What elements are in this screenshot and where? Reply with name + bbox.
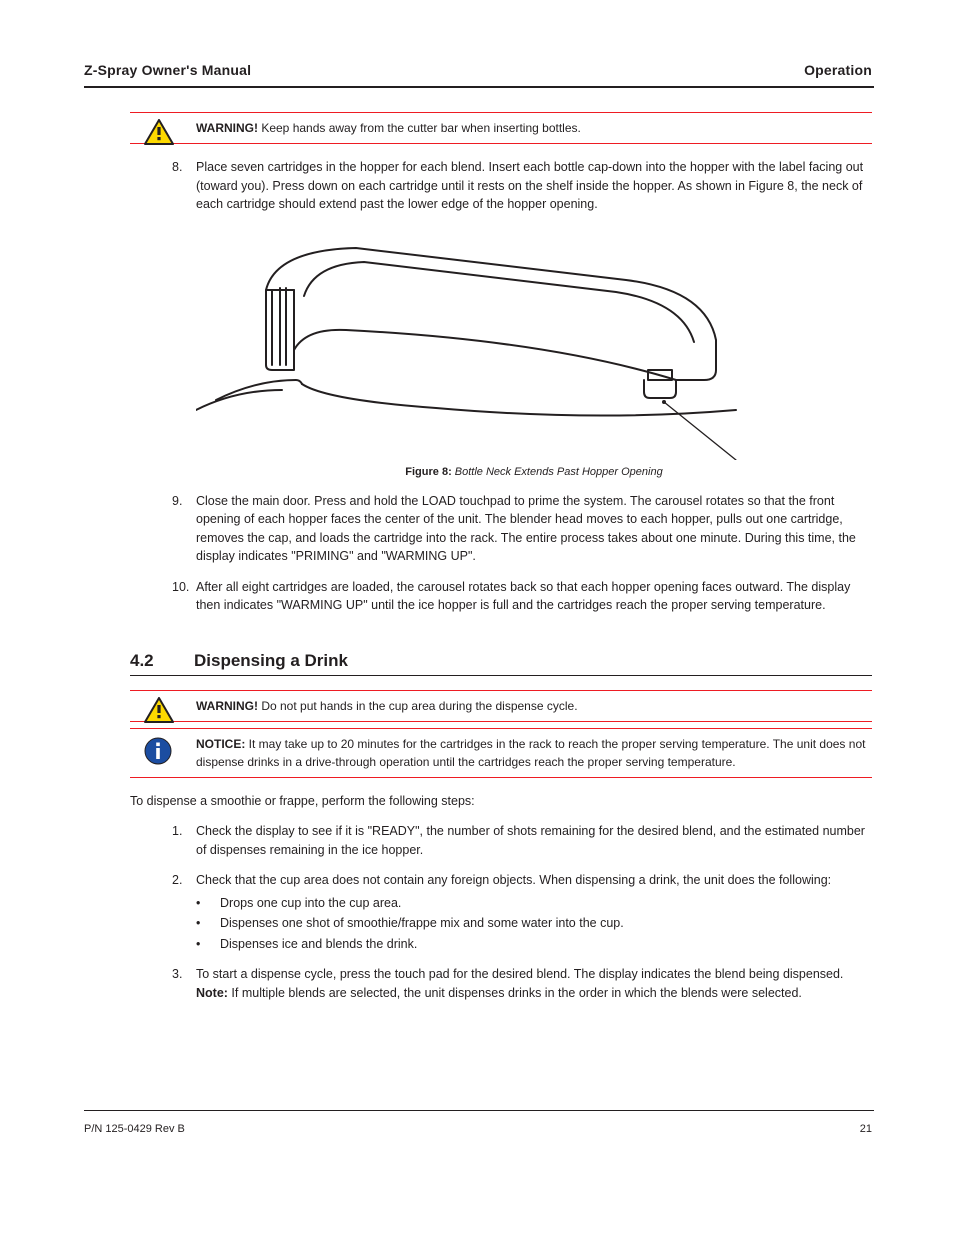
step-text-a: To start a dispense cycle, press the tou…: [196, 967, 843, 981]
step-9: 9. Close the main door. Press and hold t…: [130, 492, 872, 566]
step-text: Check that the cup area does not contain…: [196, 873, 831, 887]
section-title: Dispensing a Drink: [194, 651, 348, 671]
dispense-step-2: 2. Check that the cup area does not cont…: [130, 871, 872, 890]
warning-icon: [144, 697, 174, 723]
footer-page-number: 21: [860, 1123, 872, 1135]
step-text: Close the main door. Press and hold the …: [196, 494, 856, 564]
warning-text: Keep hands away from the cutter bar when…: [261, 121, 581, 135]
step-number: 10.: [172, 578, 189, 597]
note-label: Note:: [196, 986, 228, 1000]
section-rule: [130, 675, 872, 676]
warning-label: WARNING!: [196, 121, 261, 135]
bullet-text: Dispenses one shot of smoothie/frappe mi…: [220, 916, 624, 930]
step-10: 10. After all eight cartridges are loade…: [130, 578, 872, 615]
dispense-step-3: 3. To start a dispense cycle, press the …: [130, 965, 872, 1002]
figure-8: [196, 230, 872, 460]
step-text: After all eight cartridges are loaded, t…: [196, 580, 850, 613]
step-number: 8.: [172, 158, 182, 177]
step-number: 3.: [172, 965, 182, 984]
header-rule: [84, 86, 874, 88]
figure-caption-text: Bottle Neck Extends Past Hopper Opening: [455, 466, 663, 478]
section-heading-row: 4.2 Dispensing a Drink: [130, 627, 872, 675]
warning-box-cup: WARNING! Do not put hands in the cup are…: [130, 690, 872, 722]
footer-part-number: P/N 125-0429 Rev B: [84, 1123, 185, 1135]
figure-number: Figure 8:: [405, 466, 455, 478]
warning-icon: [144, 119, 174, 145]
figure-svg: [196, 230, 756, 460]
list-item: •Dispenses ice and blends the drink.: [220, 935, 872, 954]
bullet-text: Drops one cup into the cup area.: [220, 896, 401, 910]
step-text-b: If multiple blends are selected, the uni…: [228, 986, 802, 1000]
page: Z-Spray Owner's Manual Operation WARNING…: [0, 0, 954, 1235]
step-number: 2.: [172, 871, 182, 890]
intro-text: To dispense a smoothie or frappe, perfor…: [130, 794, 475, 808]
dispense-intro: To dispense a smoothie or frappe, perfor…: [130, 792, 872, 811]
warning-text: Do not put hands in the cup area during …: [261, 699, 577, 713]
notice-text: It may take up to 20 minutes for the car…: [196, 737, 865, 769]
notice-label: NOTICE:: [196, 737, 249, 751]
footer-rule: [84, 1110, 874, 1111]
warning-label: WARNING!: [196, 699, 261, 713]
bullet-text: Dispenses ice and blends the drink.: [220, 937, 417, 951]
notice-box: NOTICE: It may take up to 20 minutes for…: [130, 728, 872, 778]
figure-caption: Figure 8: Bottle Neck Extends Past Hoppe…: [196, 466, 872, 478]
dispense-bullets: •Drops one cup into the cup area. •Dispe…: [130, 894, 872, 954]
notice-icon: [144, 737, 172, 765]
step-text: Check the display to see if it is "READY…: [196, 824, 865, 857]
step-8: 8. Place seven cartridges in the hopper …: [130, 158, 872, 214]
warning-box-cutter: WARNING! Keep hands away from the cutter…: [130, 112, 872, 144]
bullet-icon: •: [196, 935, 200, 954]
list-item: •Dispenses one shot of smoothie/frappe m…: [220, 914, 872, 933]
bullet-icon: •: [196, 914, 200, 933]
header-chapter: Operation: [804, 62, 872, 78]
dispense-step-1: 1. Check the display to see if it is "RE…: [130, 822, 872, 859]
step-number: 9.: [172, 492, 182, 511]
bullet-icon: •: [196, 894, 200, 913]
header-title: Z-Spray Owner's Manual: [84, 62, 251, 78]
figure-ref: Figure 8: [748, 179, 794, 193]
content-area: WARNING! Keep hands away from the cutter…: [130, 112, 872, 1014]
step-number: 1.: [172, 822, 182, 841]
list-item: •Drops one cup into the cup area.: [220, 894, 872, 913]
section-number: 4.2: [130, 651, 194, 671]
